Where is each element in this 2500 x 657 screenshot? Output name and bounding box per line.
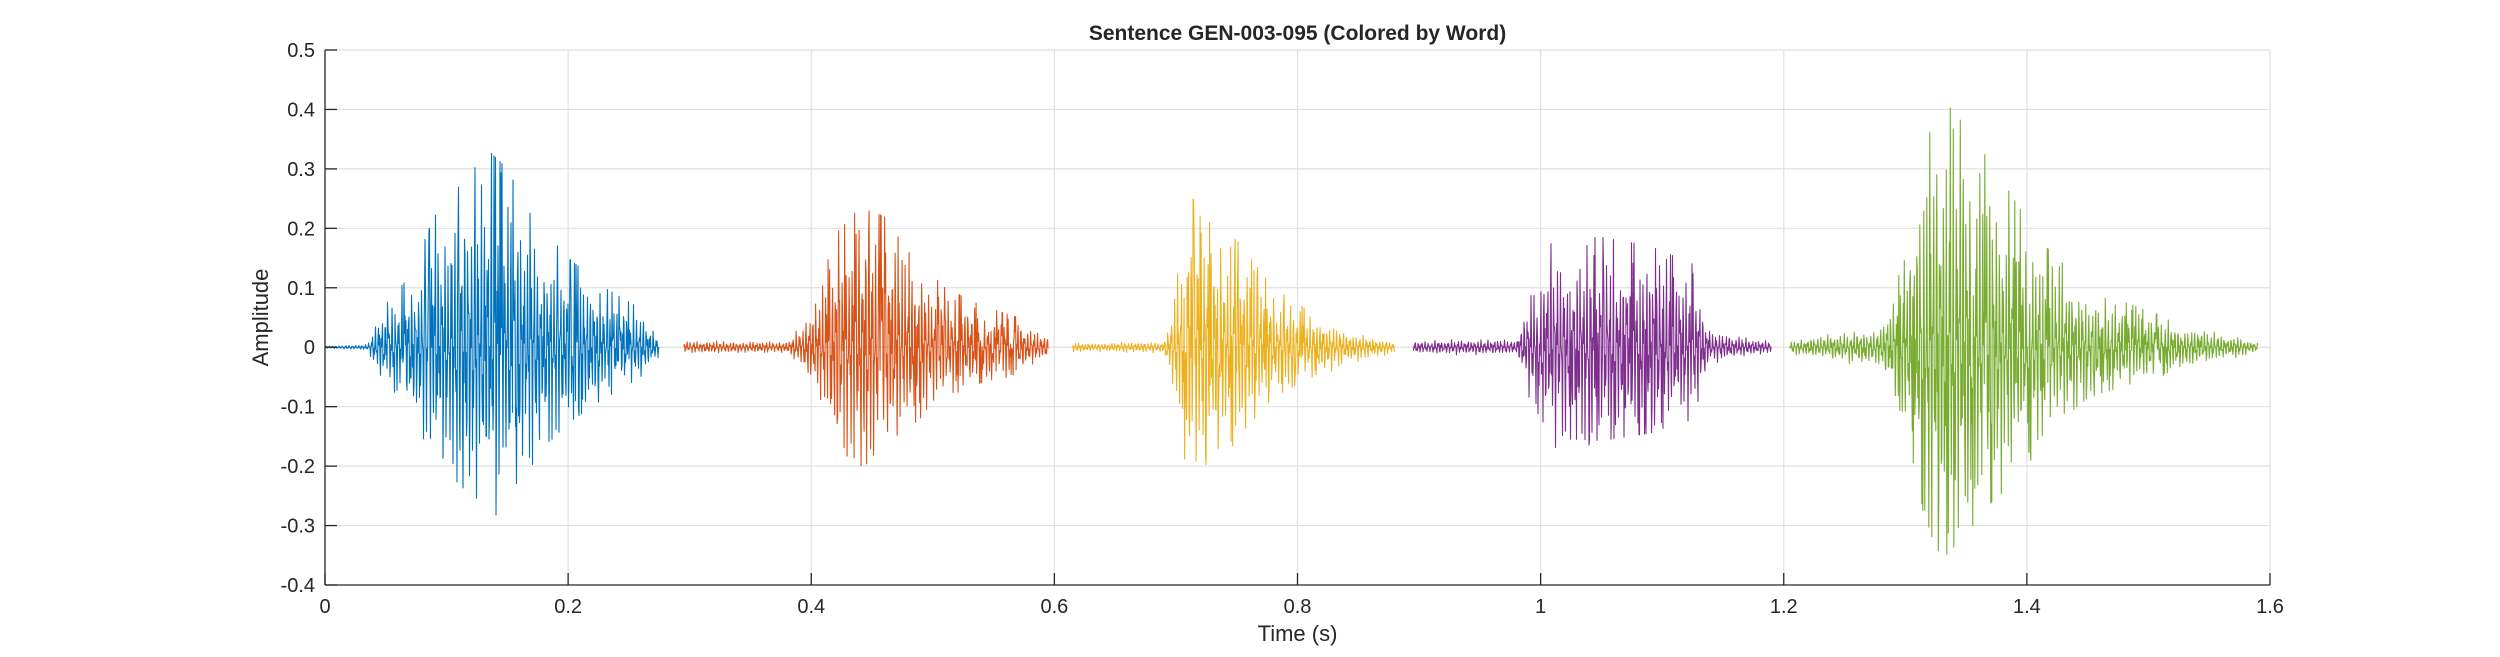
y-tick-label: 0.4 <box>287 99 315 121</box>
x-tick-label: 0 <box>319 596 330 618</box>
x-tick-label: 0.4 <box>797 596 825 618</box>
x-tick-label: 1 <box>1535 596 1546 618</box>
y-tick-label: 0.3 <box>287 159 315 181</box>
y-tick-label: 0 <box>304 337 315 359</box>
x-tick-label: 0.2 <box>554 596 582 618</box>
word-waveform-5 <box>1789 107 2259 555</box>
ticks-layer: 0 0.2 0.4 0.6 0.8 1 1.2 1.4 1.6 -0.4 -0.3 -0.2 -0.1 0… <box>281 40 2284 618</box>
x-tick-label: 1.4 <box>2013 596 2041 618</box>
x-tick-label: 1.6 <box>2256 596 2284 618</box>
y-tick-label: -0.4 <box>281 575 315 597</box>
word-waveform-3 <box>1072 198 1396 466</box>
word-waveform-4 <box>1412 236 1772 449</box>
y-tick-label: -0.2 <box>281 456 315 478</box>
chart-title: Sentence GEN-003-095 (Colored by Word) <box>1089 22 1506 45</box>
y-tick-label: 0.2 <box>287 218 315 240</box>
y-tick-label: 0.1 <box>287 278 315 300</box>
x-axis-label: Time (s) <box>1258 621 1338 646</box>
y-tick-label: 0.5 <box>287 40 315 62</box>
y-axis-label: Amplitude <box>248 269 273 367</box>
series-layer <box>324 107 2259 555</box>
x-tick-label: 0.6 <box>1040 596 1068 618</box>
word-waveform-1 <box>324 152 660 516</box>
x-tick-label: 0.8 <box>1284 596 1312 618</box>
y-tick-label: -0.1 <box>281 397 315 419</box>
word-waveform-2 <box>683 210 1049 467</box>
y-tick-label: -0.3 <box>281 516 315 538</box>
x-tick-label: 1.2 <box>1770 596 1798 618</box>
